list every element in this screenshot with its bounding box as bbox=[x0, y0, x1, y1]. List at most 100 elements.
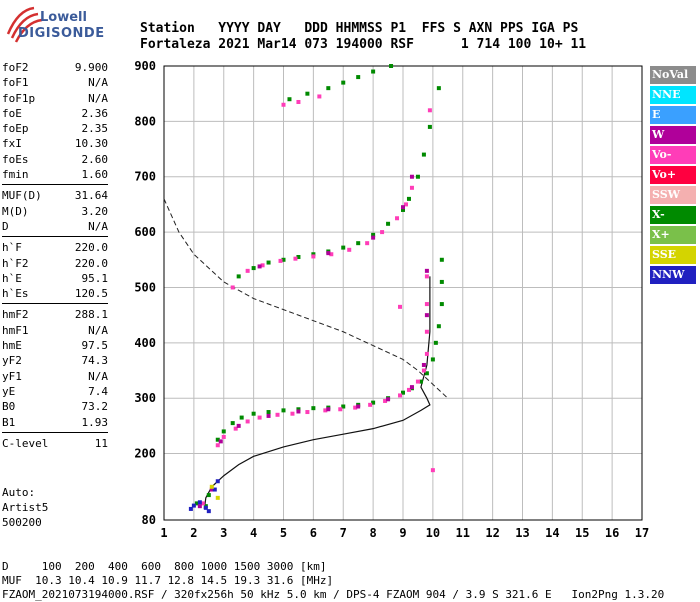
param-name: B1 bbox=[2, 415, 16, 429]
param-name: foEp bbox=[2, 122, 29, 136]
echo-point bbox=[296, 99, 301, 104]
y-tick-label: 700 bbox=[134, 170, 156, 184]
echo-point bbox=[406, 387, 411, 392]
profile-dashed-line bbox=[163, 198, 449, 399]
echo-point bbox=[287, 97, 292, 102]
echo-point bbox=[401, 205, 405, 210]
footer-muf: MUF 10.3 10.4 10.9 11.7 12.8 14.5 19.3 3… bbox=[2, 574, 334, 587]
param-row: C-level 11 bbox=[2, 436, 108, 451]
param-row: hmF2 288.1 bbox=[2, 307, 108, 322]
param-row: yF2 74.3 bbox=[2, 353, 108, 368]
param-value: N/A bbox=[88, 323, 108, 337]
legend-item-w: W bbox=[650, 126, 696, 144]
param-row: D N/A bbox=[2, 219, 108, 234]
echo-point bbox=[257, 415, 262, 420]
echo-point bbox=[197, 500, 202, 505]
echo-point bbox=[329, 252, 334, 257]
echo-point bbox=[421, 362, 426, 367]
x-tick-label: 12 bbox=[485, 526, 499, 540]
param-value: 10.30 bbox=[74, 137, 108, 151]
param-value: 1.93 bbox=[81, 415, 109, 429]
echo-point bbox=[305, 91, 310, 96]
echo-point bbox=[266, 413, 271, 418]
echo-point bbox=[221, 429, 226, 434]
echo-point bbox=[386, 221, 391, 226]
echo-point bbox=[206, 509, 211, 514]
echo-point bbox=[415, 379, 420, 384]
echo-point bbox=[194, 501, 199, 506]
echo-point bbox=[311, 254, 316, 259]
param-name: fxI bbox=[2, 137, 22, 151]
x-tick-label: 2 bbox=[190, 526, 197, 540]
x-tick-label: 6 bbox=[310, 526, 317, 540]
param-name: hmF2 bbox=[2, 308, 29, 322]
param-row: yE 7.4 bbox=[2, 384, 108, 399]
param-value: 2.35 bbox=[81, 122, 109, 136]
param-value: N/A bbox=[88, 91, 108, 105]
x-tick-label: 15 bbox=[575, 526, 589, 540]
echo-point bbox=[251, 411, 256, 416]
echo-point bbox=[326, 251, 331, 256]
echo-point bbox=[439, 302, 444, 307]
param-name: h`F bbox=[2, 241, 22, 255]
echo-point bbox=[424, 329, 429, 334]
y-tick-label: 80 bbox=[142, 513, 156, 527]
header-line2: Fortaleza 2021 Mar14 073 194000 RSF 1 71… bbox=[140, 37, 587, 52]
param-name: foF1p bbox=[2, 91, 36, 105]
param-value: 95.1 bbox=[81, 271, 109, 285]
echo-point bbox=[281, 257, 286, 262]
echo-point bbox=[395, 216, 400, 221]
param-row: h`E 95.1 bbox=[2, 271, 108, 286]
legend-item-sse: SSE bbox=[650, 246, 696, 264]
param-row: hmE 97.5 bbox=[2, 338, 108, 353]
echo-point bbox=[338, 407, 343, 412]
echo-point bbox=[341, 245, 346, 250]
digisonde-logo: Lowell DIGISONDE bbox=[4, 4, 134, 44]
param-name: foE bbox=[2, 106, 22, 120]
echo-point bbox=[436, 86, 441, 91]
autoscaling-info: Auto: Artist5 500200 bbox=[2, 485, 48, 530]
x-tick-label: 17 bbox=[635, 526, 649, 540]
echo-point bbox=[424, 268, 429, 273]
x-tick-label: 7 bbox=[340, 526, 347, 540]
footer-file-info: FZAOM_2021073194000.RSF / 320fx256h 50 k… bbox=[2, 588, 665, 601]
echo-point bbox=[326, 407, 331, 412]
param-name: MUF(D) bbox=[2, 189, 42, 203]
param-separator bbox=[2, 184, 108, 186]
echo-point bbox=[424, 313, 429, 318]
legend: NoVal NNE E W Vo- Vo+ SSW X- X+ SSE NNW bbox=[650, 66, 696, 286]
echo-point bbox=[409, 385, 414, 390]
echo-point bbox=[296, 409, 301, 414]
echo-point bbox=[398, 304, 403, 309]
echo-point bbox=[356, 241, 361, 246]
param-name: hmF1 bbox=[2, 323, 29, 337]
param-name: h`F2 bbox=[2, 256, 29, 270]
echo-point bbox=[371, 232, 376, 237]
x-tick-label: 8 bbox=[370, 526, 377, 540]
header-line1: Station YYYY DAY DDD HHMMSS P1 FFS S AXN… bbox=[140, 21, 579, 36]
legend-item-ssw: SSW bbox=[650, 186, 696, 204]
echo-point bbox=[424, 302, 429, 307]
y-tick-label: 900 bbox=[134, 59, 156, 73]
echo-point bbox=[266, 410, 271, 415]
echo-point bbox=[421, 152, 426, 157]
echo-point bbox=[326, 86, 331, 91]
profile-solid-line bbox=[203, 276, 431, 510]
x-tick-label: 4 bbox=[250, 526, 257, 540]
echo-point bbox=[439, 257, 444, 262]
x-tick-label: 10 bbox=[426, 526, 440, 540]
echo-point bbox=[209, 484, 214, 489]
echo-point bbox=[341, 404, 346, 409]
echo-point bbox=[353, 405, 358, 410]
x-tick-label: 3 bbox=[220, 526, 227, 540]
param-value: 7.4 bbox=[88, 384, 108, 398]
logo-line1: Lowell bbox=[40, 10, 87, 25]
echo-point bbox=[401, 390, 405, 395]
echo-point bbox=[197, 504, 202, 509]
param-name: hmE bbox=[2, 339, 22, 353]
param-value: 2.36 bbox=[81, 106, 109, 120]
echo-point bbox=[260, 263, 265, 268]
echo-point bbox=[215, 443, 220, 448]
echo-point bbox=[203, 505, 208, 510]
param-name: h`E bbox=[2, 271, 22, 285]
